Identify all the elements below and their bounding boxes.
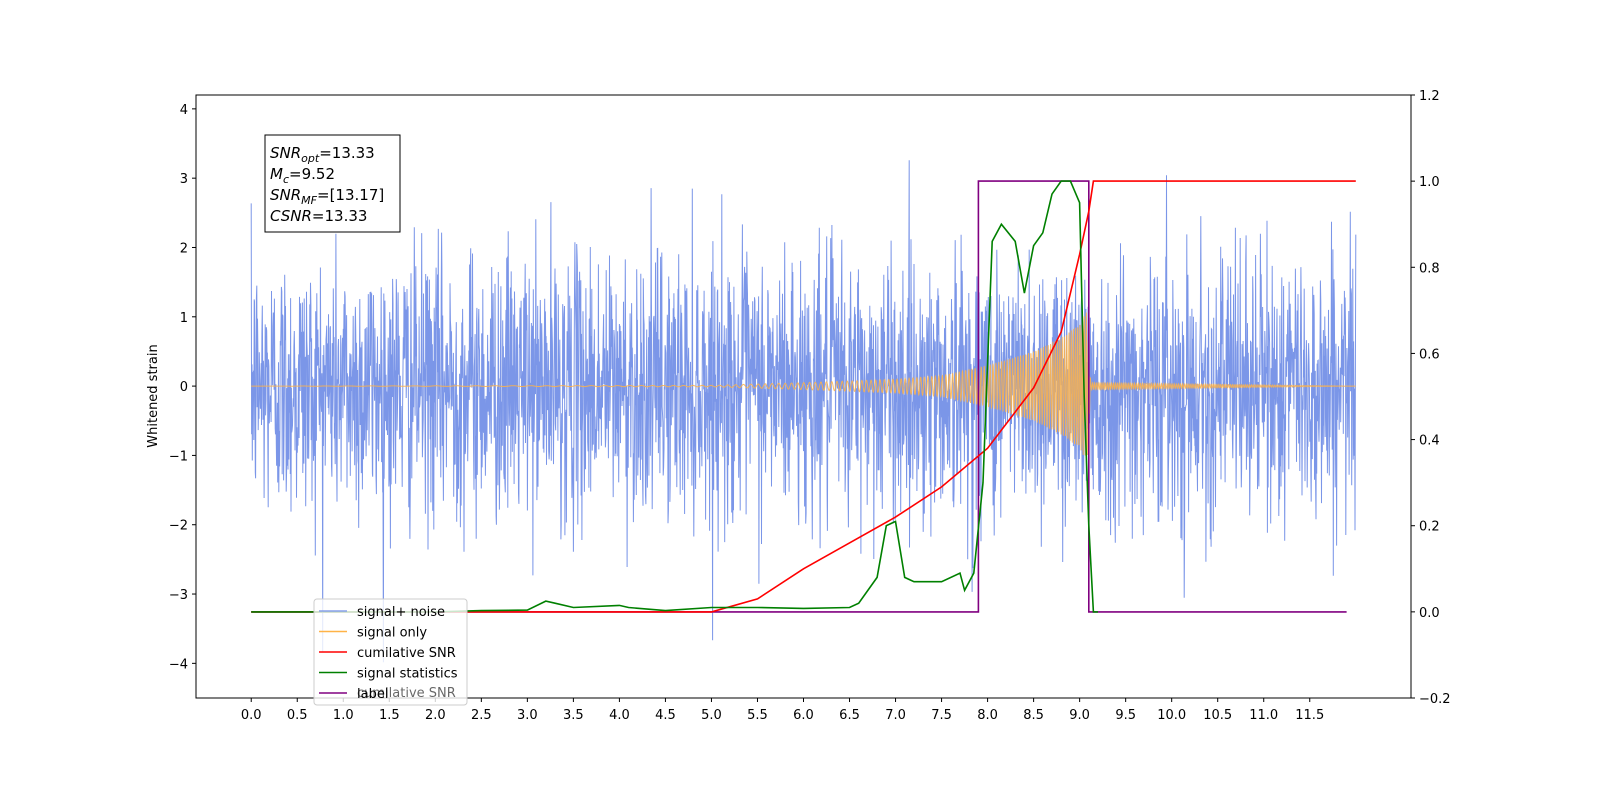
x-tick-label: 8.0 — [977, 708, 998, 723]
x-tick-label: 7.0 — [885, 708, 906, 723]
x-axis: 0.0 0.5 1.0 1.5 2.0 2.5 3.0 3.5 4.0 4.5 5.0 5.5 6.0 6… — [241, 698, 1324, 723]
legend: cumilative SNR signal+ noise signal only cu… — [313, 598, 468, 706]
y-tick-label: 0 — [180, 380, 188, 395]
y-axis-right: 1.2 1.0 0.8 0.6 0.4 0.2 0.0 −0.2 — [1411, 89, 1451, 707]
x-tick-label: 11.0 — [1249, 708, 1278, 723]
x-tick-label: 9.5 — [1115, 708, 1136, 723]
x-tick-label: 1.0 — [333, 708, 354, 723]
y-tick-label: −4 — [169, 657, 188, 672]
y-tick-label: 4 — [180, 103, 188, 118]
y-tick-label: 3 — [180, 172, 188, 187]
series-signal-only — [251, 312, 1356, 456]
y-tick-label: −1 — [169, 449, 188, 464]
series-signal-plus-noise — [250, 160, 1357, 663]
y2-tick-label: 0.2 — [1419, 520, 1440, 535]
x-tick-label: 4.5 — [655, 708, 676, 723]
x-tick-label: 3.0 — [517, 708, 538, 723]
x-tick-label: 5.0 — [701, 708, 722, 723]
y2-tick-label: 0.0 — [1419, 606, 1440, 621]
y-tick-label: 1 — [180, 311, 188, 326]
x-tick-label: 1.5 — [379, 708, 400, 723]
x-tick-label: 2.5 — [471, 708, 492, 723]
x-tick-label: 8.5 — [1023, 708, 1044, 723]
info-line: SNRMF=[13.17] — [270, 186, 384, 207]
legend-label: signal statistics — [357, 667, 458, 682]
x-tick-label: 0.0 — [241, 708, 262, 723]
x-tick-label: 7.5 — [931, 708, 952, 723]
y-axis-label: Whitened strain — [146, 344, 161, 447]
info-line: SNRopt=13.33 — [270, 144, 375, 165]
legend-label: cumilative SNR — [357, 646, 456, 661]
y2-tick-label: −0.2 — [1419, 692, 1451, 707]
y2-tick-label: 0.4 — [1419, 434, 1440, 449]
x-tick-label: 6.0 — [793, 708, 814, 723]
y-tick-label: −3 — [169, 588, 188, 603]
x-tick-label: 2.0 — [425, 708, 446, 723]
x-tick-label: 9.0 — [1069, 708, 1090, 723]
x-tick-label: 4.0 — [609, 708, 630, 723]
x-tick-label: 10.5 — [1203, 708, 1232, 723]
legend-ghost-text: cumilative SNR — [357, 686, 456, 701]
y-tick-label: −2 — [169, 519, 188, 534]
y-tick-label: 2 — [180, 241, 188, 256]
info-line: Mc=9.52 — [270, 165, 335, 186]
legend-label: signal only — [357, 626, 427, 641]
series-cumilative-snr — [251, 180, 1356, 613]
y2-tick-label: 1.2 — [1419, 89, 1440, 104]
series-label — [251, 180, 1347, 613]
y2-tick-label: 0.6 — [1419, 347, 1440, 362]
legend-label: signal+ noise — [357, 605, 445, 620]
x-tick-label: 0.5 — [287, 708, 308, 723]
x-tick-label: 11.5 — [1295, 708, 1324, 723]
x-tick-label: 5.5 — [747, 708, 768, 723]
y-axis-left: 4 3 2 1 0 −1 −2 −3 −4 — [169, 103, 196, 672]
series-signal-statistics — [251, 180, 1098, 613]
x-tick-label: 10.0 — [1157, 708, 1186, 723]
legend-label: label — [357, 687, 388, 702]
x-tick-label: 6.5 — [839, 708, 860, 723]
info-line: CSNR=13.33 — [270, 207, 367, 225]
y2-tick-label: 0.8 — [1419, 261, 1440, 276]
x-tick-label: 3.5 — [563, 708, 584, 723]
y2-tick-label: 1.0 — [1419, 175, 1440, 190]
plot-area — [250, 160, 1357, 663]
info-box: SNRopt=13.33Mc=9.52SNRMF=[13.17]CSNR=13.… — [264, 134, 401, 233]
